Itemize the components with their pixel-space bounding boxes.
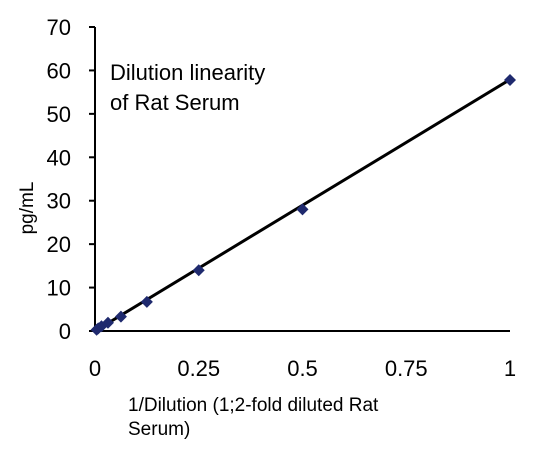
y-tick-label: 50	[47, 102, 71, 127]
x-axis-label-line-2: Serum)	[128, 419, 190, 440]
y-tick-label: 20	[47, 232, 71, 257]
y-axis-label: pg/mL	[17, 182, 38, 235]
x-axis-label: 1/Dilution (1;2-fold diluted Rat Serum)	[128, 395, 384, 440]
x-tick-label: 0.25	[177, 356, 220, 381]
x-tick-label: 0.75	[385, 356, 428, 381]
y-axis-ticks: 0 10 20 30 40 50 60 70	[47, 15, 95, 344]
data-point	[114, 310, 127, 323]
data-point	[504, 73, 516, 86]
x-tick-label: 1	[504, 356, 516, 381]
y-tick-label: 0	[59, 319, 71, 344]
data-point	[140, 295, 153, 308]
chart-annotation: Dilution linearity of Rat Serum	[110, 60, 271, 115]
y-tick-label: 70	[47, 15, 71, 40]
x-axis-label-line-1: 1/Dilution (1;2-fold diluted Rat	[128, 395, 379, 416]
y-tick-label: 40	[47, 145, 71, 170]
data-point	[101, 316, 114, 329]
data-point	[296, 203, 309, 216]
data-points	[90, 73, 516, 336]
annotation-line-2: of Rat Serum	[110, 90, 240, 115]
annotation-line-1: Dilution linearity	[110, 60, 265, 85]
y-tick-label: 10	[47, 276, 71, 301]
x-tick-label: 0	[89, 356, 101, 381]
data-point	[192, 264, 205, 277]
x-tick-label: 0.5	[287, 356, 318, 381]
axes	[94, 27, 510, 332]
y-tick-label: 30	[47, 189, 71, 214]
y-tick-label: 60	[47, 58, 71, 83]
x-axis-ticks: 0 0.25 0.5 0.75 1	[89, 356, 516, 381]
